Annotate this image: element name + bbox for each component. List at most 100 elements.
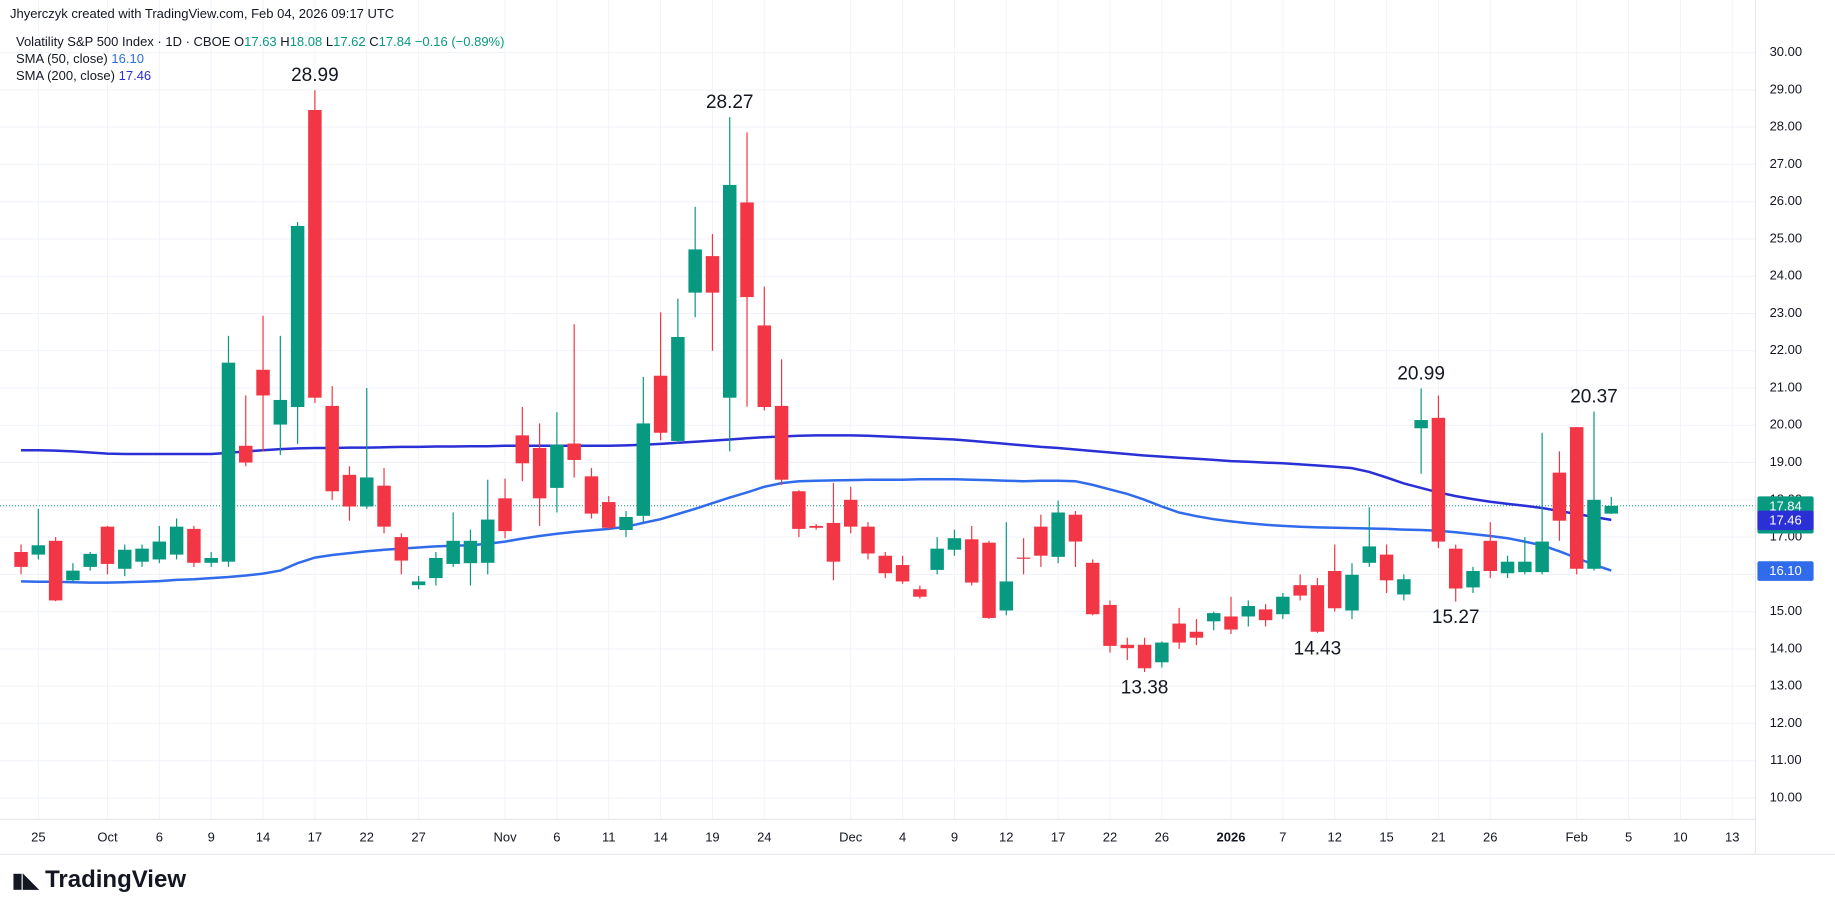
candle-body <box>1103 604 1117 646</box>
candle-body <box>325 405 339 492</box>
x-tick-label: 11 <box>602 829 616 844</box>
candle-body <box>66 570 80 581</box>
x-tick-label: Nov <box>493 829 517 844</box>
candle-body <box>740 202 754 298</box>
candle-body <box>1414 420 1428 429</box>
candle-body <box>446 540 460 564</box>
candle-body <box>256 369 270 396</box>
x-tick-label: 5 <box>1625 829 1632 844</box>
candle-body <box>913 589 927 597</box>
y-tick-label: 24.00 <box>1770 268 1803 283</box>
y-tick-label: 15.00 <box>1770 603 1803 618</box>
candle-body <box>290 225 305 408</box>
candle-body <box>843 499 858 527</box>
ohlc-value: 17.63 <box>244 34 277 49</box>
candle-body <box>1345 574 1359 611</box>
candle-body <box>550 444 564 488</box>
candle-body <box>394 537 409 561</box>
sma-price-box-label: 16.10 <box>1769 563 1802 578</box>
y-tick-label: 11.00 <box>1770 752 1802 767</box>
symbol: Volatility S&P 500 Index · 1D · CBOE <box>16 34 231 49</box>
symbol-legend: Volatility S&P 500 Index · 1D · CBOE O17… <box>16 34 504 49</box>
x-tick-label: 12 <box>999 829 1013 844</box>
candle-body <box>239 445 253 463</box>
candle-body <box>1431 417 1446 542</box>
y-tick-label: 30.00 <box>1770 44 1803 59</box>
candle-body <box>14 551 28 567</box>
x-tick-label: 9 <box>208 829 215 844</box>
candle-body <box>1137 644 1152 669</box>
x-tick-label: 26 <box>1483 829 1497 844</box>
x-tick-label: 24 <box>757 829 771 844</box>
candle-body <box>584 476 599 514</box>
brand: ▮◣ TradingView <box>12 866 186 893</box>
x-tick-label: 21 <box>1431 829 1445 844</box>
x-tick-label: 17 <box>308 829 322 844</box>
x-tick-label: 22 <box>1103 829 1117 844</box>
y-tick-label: 23.00 <box>1770 305 1803 320</box>
candle-body <box>878 555 893 574</box>
ohlc-key: H <box>280 34 290 49</box>
ohlc-value: 17.84 <box>378 34 412 49</box>
candle-body <box>377 485 391 527</box>
y-tick-label: 27.00 <box>1770 156 1803 171</box>
candle-body <box>411 581 426 586</box>
candle-body <box>1518 561 1532 573</box>
candle-body <box>636 423 651 516</box>
extreme-label: 14.43 <box>1294 638 1342 659</box>
candle-body <box>515 435 530 464</box>
candle-body <box>360 477 374 507</box>
candle-body <box>1310 585 1325 632</box>
candle-body <box>118 549 132 569</box>
candle-body <box>342 474 357 507</box>
candle-body <box>1483 540 1498 572</box>
ohlc-value: 17.62 <box>333 34 366 49</box>
candle-body <box>1569 427 1584 569</box>
candle-body <box>1172 623 1186 643</box>
candle-body <box>463 540 478 564</box>
candle-body <box>688 249 702 293</box>
candle-body <box>429 557 443 579</box>
candle-body <box>1448 548 1463 589</box>
candle-body <box>705 256 720 293</box>
candle-body <box>31 545 46 555</box>
candle-body <box>567 443 581 460</box>
x-tick-label: 14 <box>653 829 667 844</box>
candle-body <box>83 553 97 567</box>
candle-body <box>1500 561 1515 574</box>
y-tick-label: 21.00 <box>1770 379 1803 394</box>
candle-body <box>895 565 910 582</box>
candle-body <box>532 448 547 499</box>
sma-name: SMA (200, close) <box>16 68 115 83</box>
x-tick-label: 15 <box>1379 829 1393 844</box>
y-tick-label: 19.00 <box>1770 454 1803 469</box>
candle-body <box>792 491 806 529</box>
candle-body <box>809 525 823 528</box>
candle-body <box>273 399 288 425</box>
x-tick-label: 2026 <box>1217 829 1246 844</box>
candle-body <box>653 375 668 433</box>
candle-body <box>135 548 149 562</box>
candle-body <box>774 405 789 480</box>
candle-body <box>1552 472 1567 521</box>
candle-body <box>152 541 167 560</box>
candle-body <box>1362 546 1377 563</box>
candle-body <box>1276 596 1290 615</box>
sma-value: 17.46 <box>118 68 152 83</box>
x-tick-label: 25 <box>31 829 45 844</box>
candle-body <box>204 557 218 563</box>
x-tick-label: 9 <box>951 829 958 844</box>
candle-body <box>1068 514 1083 542</box>
candle-body <box>1224 616 1238 630</box>
candle-body <box>1051 512 1065 557</box>
x-tick-label: 4 <box>899 829 906 844</box>
candle-body <box>169 526 184 555</box>
sma-legend: SMA (200, close) 17.46 <box>16 68 151 83</box>
x-tick-label: 27 <box>411 829 425 844</box>
y-tick-label: 12.00 <box>1770 715 1803 730</box>
candle-body <box>1258 609 1273 621</box>
candle-body <box>1397 579 1411 595</box>
extreme-label: 20.99 <box>1397 363 1445 384</box>
